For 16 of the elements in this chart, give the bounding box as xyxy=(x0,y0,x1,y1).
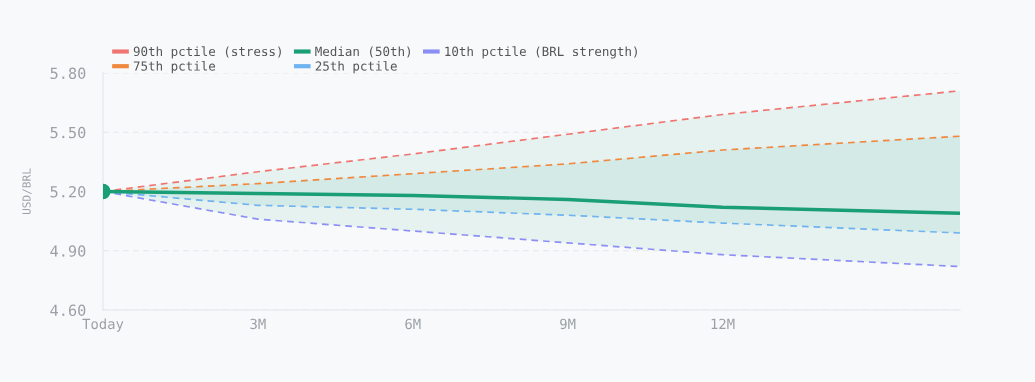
x-tick-label: 12M xyxy=(711,318,735,329)
legend-label: 10th pctile (BRL strength) xyxy=(445,46,637,59)
y-axis-title: USD/BRL xyxy=(22,168,32,215)
y-tick-label: 5.50 xyxy=(50,126,86,139)
y-tick-label: 5.80 xyxy=(50,67,86,80)
legend-label: Median (50th) xyxy=(315,46,410,58)
x-tick-label: 3M xyxy=(250,318,266,330)
x-tick-label: 6M xyxy=(405,318,421,330)
x-tick-label: 9M xyxy=(560,318,576,330)
legend-label: 25th pctile xyxy=(315,60,397,74)
legend-label: 75th pctile xyxy=(133,60,216,74)
y-tick-label: 5.20 xyxy=(50,186,86,198)
legend-label: 90th pctile (stress) xyxy=(133,46,281,59)
y-tick-label: 4.90 xyxy=(50,245,86,257)
y-tick-label: 4.60 xyxy=(50,304,86,317)
x-tick-label: Today xyxy=(82,318,124,332)
